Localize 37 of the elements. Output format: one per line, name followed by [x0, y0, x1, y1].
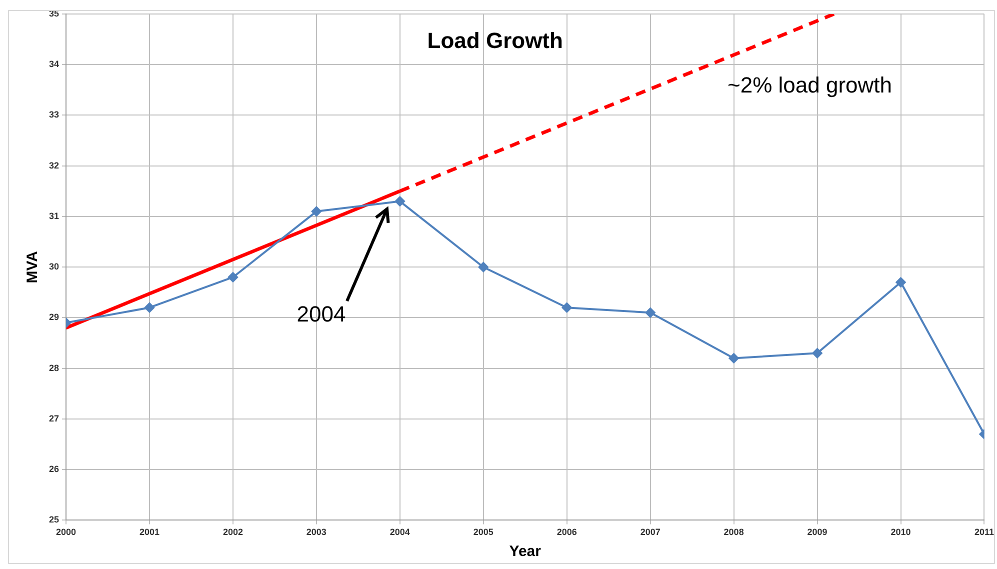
- point: [728, 353, 739, 364]
- x-tick-label: 2011: [974, 527, 994, 538]
- y-tick-label: 34: [48, 59, 60, 70]
- point: [394, 196, 405, 206]
- x-tick-label: 2002: [222, 527, 243, 538]
- point: [562, 302, 572, 313]
- point: [311, 206, 322, 216]
- y-tick-label: 29: [48, 312, 60, 322]
- x-tick-label: 2000: [56, 527, 76, 538]
- point: [645, 308, 656, 318]
- x-tick-label: 2003: [306, 527, 326, 538]
- x-tick-label: 2005: [473, 527, 494, 538]
- x-tick-label: 2007: [640, 527, 660, 538]
- x-tick-label: 2006: [556, 527, 577, 538]
- x-tick-label: 2004: [390, 527, 410, 538]
- x-tick-label: 2008: [724, 527, 744, 538]
- y-tick-label: 30: [48, 262, 60, 272]
- point: [812, 348, 822, 358]
- y-tick-label: 27: [48, 413, 60, 424]
- x-tick-label: 2001: [139, 527, 160, 538]
- y-tick-label: 32: [48, 160, 60, 170]
- point: [478, 262, 488, 272]
- text: Load Growth: [427, 28, 563, 54]
- y-tick-label: 31: [48, 210, 60, 221]
- annotation: ~2% load growth: [728, 72, 892, 98]
- x-tick-label: 2010: [890, 527, 911, 538]
- y-tick-label: 26: [48, 464, 60, 474]
- point: [144, 302, 154, 313]
- y-tick-label: 33: [48, 110, 60, 120]
- point: [896, 277, 906, 288]
- x-axis-title: Year: [509, 543, 542, 560]
- x-tick-label: 2009: [807, 527, 828, 538]
- point: [228, 272, 238, 282]
- y-tick-label: 25: [48, 514, 60, 525]
- annotation: 2004: [296, 301, 346, 326]
- y-tick-label: 28: [48, 362, 60, 373]
- y-axis-title: MVA: [24, 250, 42, 284]
